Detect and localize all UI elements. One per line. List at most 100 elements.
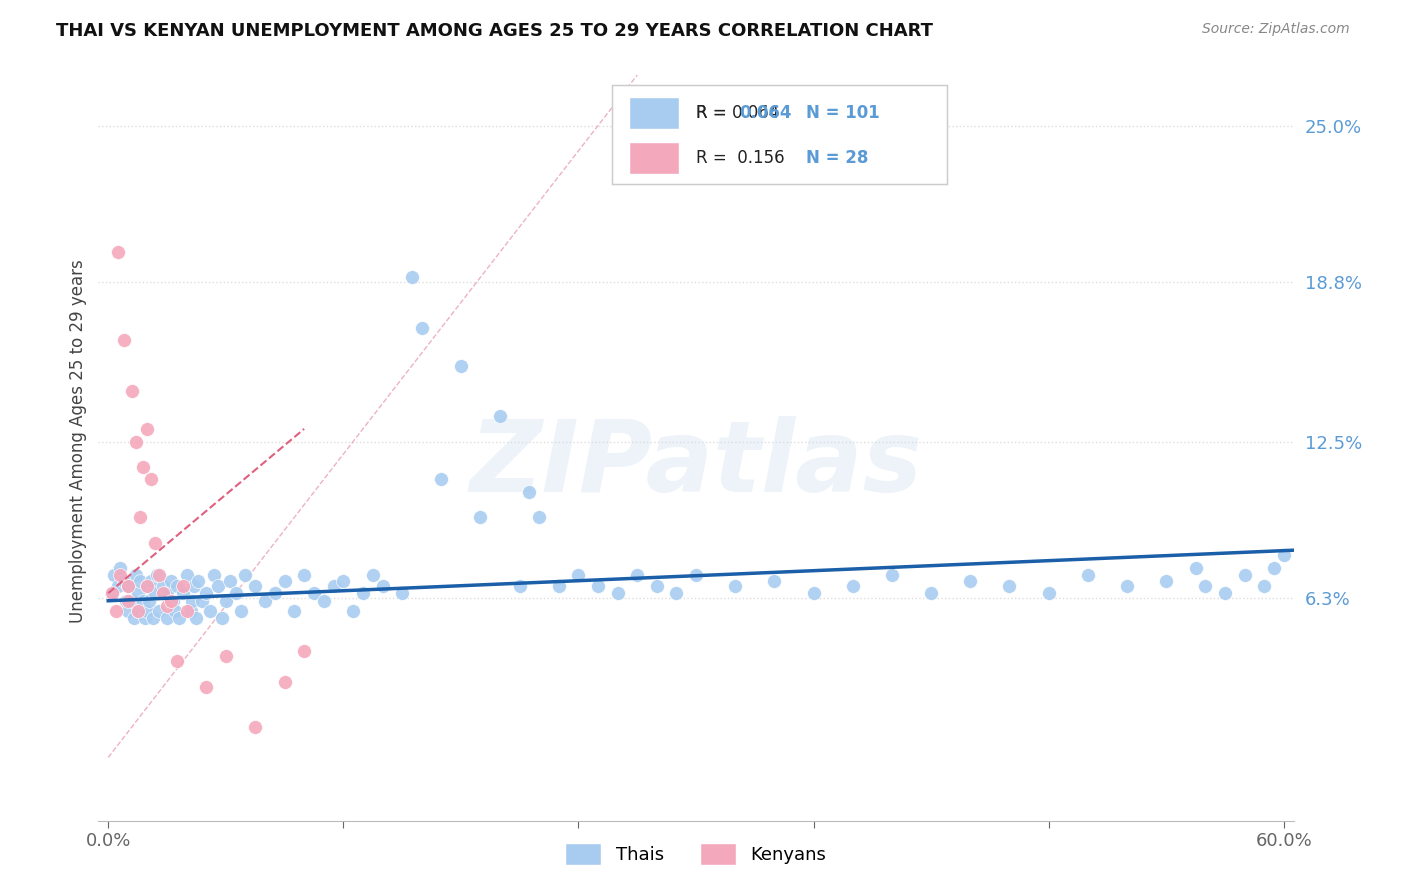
Point — [215, 594, 238, 608]
Point — [105, 604, 128, 618]
Point — [841, 579, 863, 593]
Point — [138, 594, 160, 608]
Point — [880, 568, 903, 582]
Point — [198, 604, 221, 618]
Point — [626, 568, 648, 582]
Point — [218, 574, 240, 588]
Point — [235, 568, 257, 582]
Point — [160, 574, 183, 588]
Point — [342, 604, 364, 618]
Point — [273, 574, 295, 588]
Point — [202, 568, 225, 582]
Point — [567, 568, 589, 582]
Point — [243, 579, 266, 593]
Point — [142, 611, 165, 625]
Text: Source: ZipAtlas.com: Source: ZipAtlas.com — [1202, 22, 1350, 37]
Legend: Thais, Kenyans: Thais, Kenyans — [558, 836, 834, 872]
Point — [156, 586, 179, 600]
Point — [283, 604, 305, 618]
Point — [101, 586, 124, 600]
Point — [183, 579, 205, 593]
Point — [124, 434, 146, 449]
Point — [108, 561, 131, 575]
Point — [959, 574, 981, 588]
Point — [134, 611, 156, 625]
Point — [176, 568, 198, 582]
Point — [645, 579, 668, 593]
Point — [117, 604, 139, 618]
Point — [243, 720, 266, 734]
Point — [1077, 568, 1099, 582]
Point — [685, 568, 707, 582]
Point — [146, 568, 169, 582]
Point — [108, 568, 131, 582]
Point — [107, 579, 129, 593]
Point — [292, 568, 315, 582]
Point — [998, 579, 1021, 593]
Point — [162, 594, 184, 608]
Point — [1154, 574, 1177, 588]
Point — [606, 586, 628, 600]
Point — [124, 568, 146, 582]
Text: THAI VS KENYAN UNEMPLOYMENT AMONG AGES 25 TO 29 YEARS CORRELATION CHART: THAI VS KENYAN UNEMPLOYMENT AMONG AGES 2… — [56, 22, 934, 40]
Point — [361, 568, 384, 582]
Point — [121, 594, 143, 608]
Point — [132, 459, 155, 474]
Point — [352, 586, 374, 600]
Point — [172, 586, 194, 600]
Point — [156, 599, 179, 613]
Point — [156, 611, 179, 625]
Point — [136, 579, 159, 593]
Point — [1038, 586, 1060, 600]
Point — [148, 568, 170, 582]
Point — [920, 586, 942, 600]
Point — [166, 579, 188, 593]
Point — [143, 586, 166, 600]
Point — [186, 611, 208, 625]
Point — [152, 586, 174, 600]
Point — [391, 586, 413, 600]
Point — [152, 579, 174, 593]
Point — [179, 604, 201, 618]
Point — [172, 579, 194, 593]
Point — [450, 359, 472, 373]
Point — [160, 594, 183, 608]
Point — [225, 586, 247, 600]
Point — [1253, 579, 1275, 593]
Point — [803, 586, 825, 600]
Point — [547, 579, 569, 593]
Point — [430, 473, 453, 487]
Point — [489, 409, 512, 424]
Point — [117, 579, 139, 593]
Point — [127, 586, 149, 600]
Point — [1213, 586, 1236, 600]
Point — [401, 270, 423, 285]
Point — [763, 574, 786, 588]
Point — [195, 586, 218, 600]
Point — [332, 574, 354, 588]
Point — [141, 473, 163, 487]
Point — [132, 594, 155, 608]
Point — [101, 586, 124, 600]
Point — [103, 568, 125, 582]
Point — [148, 604, 170, 618]
Point — [128, 510, 150, 524]
Point — [166, 655, 188, 669]
Point — [117, 579, 139, 593]
Point — [1194, 579, 1216, 593]
Point — [136, 579, 159, 593]
Point — [207, 579, 229, 593]
Point — [136, 604, 159, 618]
Point — [127, 604, 149, 618]
Point — [253, 594, 276, 608]
Point — [302, 586, 325, 600]
Point — [115, 594, 138, 608]
Point — [586, 579, 609, 593]
Y-axis label: Unemployment Among Ages 25 to 29 years: Unemployment Among Ages 25 to 29 years — [69, 260, 87, 624]
Point — [121, 384, 143, 398]
Point — [181, 594, 204, 608]
Point — [411, 320, 433, 334]
Point — [724, 579, 747, 593]
Point — [211, 611, 233, 625]
Point — [665, 586, 688, 600]
